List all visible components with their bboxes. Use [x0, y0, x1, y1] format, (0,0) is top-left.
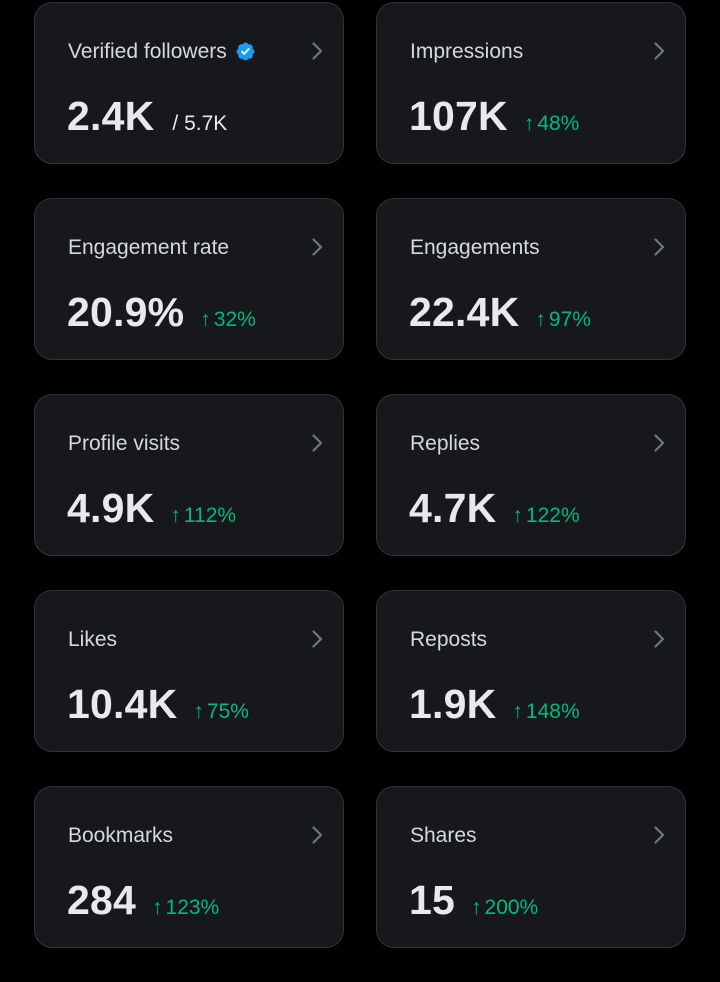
metric-value: 15	[409, 877, 456, 923]
metric-change: ↑ 32%	[200, 309, 256, 330]
card-title: Reposts	[410, 629, 487, 650]
card-likes[interactable]: Likes 10.4K ↑ 75%	[34, 590, 344, 752]
change-percent: 48%	[537, 112, 580, 135]
change-percent: 112%	[183, 504, 237, 527]
change-percent: 97%	[548, 308, 591, 331]
arrow-up-icon: ↑	[200, 308, 211, 331]
card-title: Impressions	[410, 41, 523, 62]
arrow-up-icon: ↑	[193, 700, 204, 723]
metric-value: 2.4K	[67, 93, 155, 139]
metric-change: ↑ 112%	[170, 505, 236, 526]
metric-value: 4.9K	[67, 485, 155, 531]
chevron-right-icon	[654, 630, 665, 648]
chevron-right-icon	[312, 434, 323, 452]
change-percent: 123%	[165, 896, 220, 919]
value-row: 1.9K ↑ 148%	[409, 684, 580, 725]
card-title: Likes	[68, 629, 117, 650]
card-verified-followers[interactable]: Verified followers 2.4K / 5.7K	[34, 2, 344, 164]
metric-value: 10.4K	[67, 681, 178, 727]
chevron-right-icon	[312, 42, 323, 60]
verified-badge-icon	[236, 42, 255, 61]
chevron-right-icon	[312, 630, 323, 648]
chevron-right-icon	[312, 826, 323, 844]
value-row: 4.7K ↑ 122%	[409, 488, 580, 529]
value-row: 10.4K ↑ 75%	[67, 684, 249, 725]
chevron-right-icon	[312, 238, 323, 256]
arrow-up-icon: ↑	[152, 896, 163, 919]
metric-change: ↑ 123%	[152, 897, 219, 918]
card-shares[interactable]: Shares 15 ↑ 200%	[376, 786, 686, 948]
card-label: Likes	[68, 628, 118, 651]
card-title: Shares	[410, 825, 477, 846]
card-reposts[interactable]: Reposts 1.9K ↑ 148%	[376, 590, 686, 752]
metric-value: 20.9%	[67, 289, 185, 335]
metric-value: 284	[67, 877, 137, 923]
card-title: Replies	[410, 433, 480, 454]
arrow-up-icon: ↑	[512, 504, 523, 527]
card-impressions[interactable]: Impressions 107K ↑ 48%	[376, 2, 686, 164]
card-label: Shares	[410, 824, 477, 847]
metric-change: ↑ 75%	[193, 701, 249, 722]
value-row: 107K ↑ 48%	[409, 96, 579, 137]
metric-value: 1.9K	[409, 681, 497, 727]
card-profile-visits[interactable]: Profile visits 4.9K ↑ 112%	[34, 394, 344, 556]
arrow-up-icon: ↑	[523, 112, 535, 135]
card-bookmarks[interactable]: Bookmarks 284 ↑ 123%	[34, 786, 344, 948]
change-percent: 200%	[484, 896, 539, 919]
metrics-grid: Verified followers 2.4K / 5.7K Impressio…	[34, 2, 686, 948]
card-title: Verified followers	[68, 41, 256, 62]
card-engagements[interactable]: Engagements 22.4K ↑ 97%	[376, 198, 686, 360]
change-percent: 75%	[206, 700, 249, 723]
card-title: Engagement rate	[68, 237, 229, 258]
change-percent: 32%	[213, 308, 256, 331]
metric-change: ↑ 48%	[524, 113, 580, 134]
change-percent: 148%	[525, 700, 580, 723]
chevron-right-icon	[654, 238, 665, 256]
card-replies[interactable]: Replies 4.7K ↑ 122%	[376, 394, 686, 556]
card-label: Verified followers	[68, 40, 227, 63]
card-label: Engagement rate	[68, 236, 230, 259]
value-row: 22.4K ↑ 97%	[409, 292, 591, 333]
card-label: Bookmarks	[68, 824, 174, 847]
card-label: Reposts	[410, 628, 488, 651]
card-label: Profile visits	[68, 432, 181, 455]
value-row: 15 ↑ 200%	[409, 880, 538, 921]
chevron-right-icon	[654, 434, 665, 452]
metric-value: 107K	[409, 93, 508, 139]
card-title: Engagements	[410, 237, 540, 258]
metric-value: 4.7K	[409, 485, 497, 531]
arrow-up-icon: ↑	[512, 700, 523, 723]
card-engagement-rate[interactable]: Engagement rate 20.9% ↑ 32%	[34, 198, 344, 360]
chevron-right-icon	[654, 826, 665, 844]
card-title: Bookmarks	[68, 825, 173, 846]
value-row: 284 ↑ 123%	[67, 880, 219, 921]
change-percent: 122%	[525, 504, 580, 527]
arrow-up-icon: ↑	[170, 504, 181, 527]
value-row: 20.9% ↑ 32%	[67, 292, 256, 333]
arrow-up-icon: ↑	[535, 308, 546, 331]
value-row: 2.4K / 5.7K	[67, 96, 227, 137]
metric-change: ↑ 122%	[512, 505, 579, 526]
value-row: 4.9K ↑ 112%	[67, 488, 236, 529]
card-label: Replies	[410, 432, 481, 455]
metric-change: ↑ 200%	[471, 897, 538, 918]
metric-value: 22.4K	[409, 289, 520, 335]
chevron-right-icon	[654, 42, 665, 60]
card-label: Engagements	[410, 236, 540, 259]
metric-change: ↑ 148%	[512, 701, 579, 722]
card-title: Profile visits	[68, 433, 180, 454]
metric-change: ↑ 97%	[535, 309, 591, 330]
card-label: Impressions	[410, 40, 524, 63]
arrow-up-icon: ↑	[471, 896, 482, 919]
metric-total: / 5.7K	[172, 112, 228, 135]
